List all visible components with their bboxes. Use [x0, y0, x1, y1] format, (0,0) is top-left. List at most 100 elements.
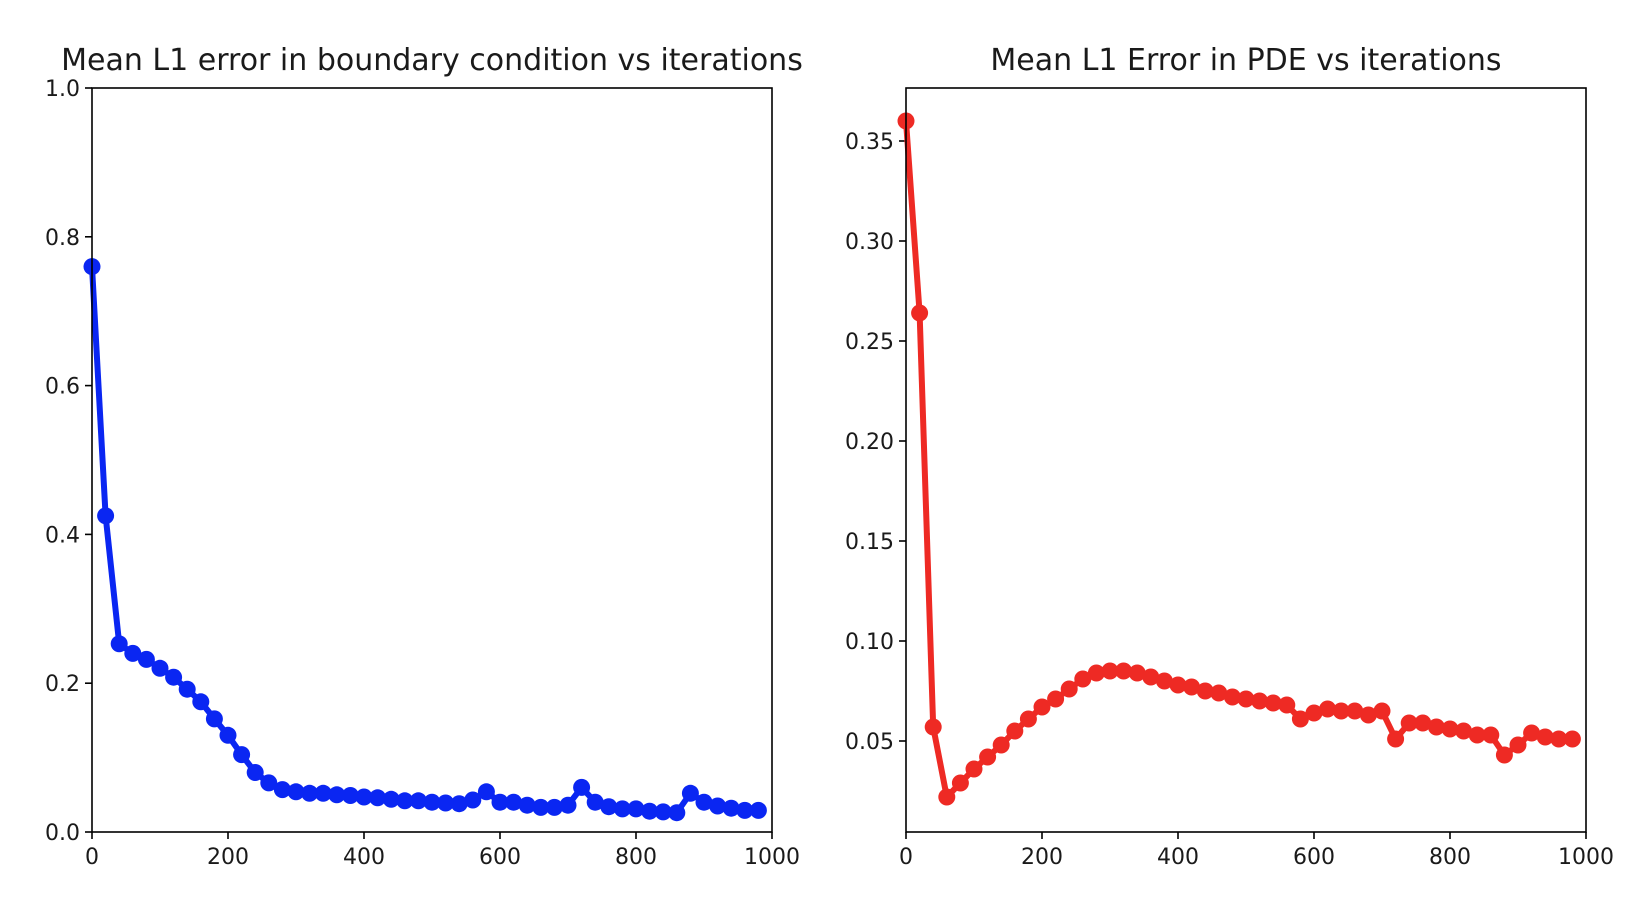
data-point	[287, 783, 305, 801]
data-point	[1142, 668, 1160, 686]
data-point	[668, 804, 686, 822]
data-point	[722, 799, 740, 817]
data-point	[1441, 720, 1459, 738]
chart-boundary-error: Mean L1 error in boundary condition vs i…	[45, 43, 803, 870]
data-point	[1087, 664, 1105, 682]
chart-title: Mean L1 Error in PDE vs iterations	[990, 43, 1501, 78]
data-point	[1169, 676, 1187, 694]
x-tick-label: 200	[1021, 845, 1063, 870]
data-point	[938, 788, 956, 806]
data-point	[1264, 694, 1282, 712]
x-tick-label: 800	[1429, 845, 1471, 870]
data-point	[1291, 710, 1309, 728]
data-point	[110, 635, 128, 653]
data-point	[911, 304, 929, 322]
data-point	[328, 786, 346, 804]
data-point	[1346, 702, 1364, 720]
x-tick-label: 0	[899, 845, 913, 870]
data-point	[1400, 714, 1418, 732]
data-point	[965, 760, 983, 778]
data-point	[477, 783, 495, 801]
data-point	[1332, 702, 1350, 720]
data-point	[1115, 662, 1133, 680]
data-point	[382, 790, 400, 808]
axes-frame	[91, 87, 773, 833]
chart-title: Mean L1 error in boundary condition vs i…	[61, 43, 803, 78]
data-point	[1509, 736, 1527, 754]
data-point	[1359, 706, 1377, 724]
y-axis: 0.05 0.10 0.15 0.20 0.25 0.30 0.35	[845, 130, 906, 755]
data-point	[600, 798, 618, 816]
axes-frame	[905, 87, 1587, 833]
y-tick-label: 0.35	[845, 130, 894, 155]
data-point	[559, 796, 577, 814]
plot-area	[897, 112, 1581, 806]
series-line	[89, 263, 762, 816]
data-point	[951, 774, 969, 792]
data-point	[464, 791, 482, 809]
data-point	[97, 507, 115, 525]
data-point	[1523, 724, 1541, 742]
data-point	[641, 802, 659, 820]
y-tick-label: 0.8	[45, 226, 80, 251]
data-point	[192, 693, 210, 711]
data-point	[654, 803, 672, 821]
data-point	[409, 792, 427, 810]
data-point	[586, 793, 604, 811]
data-point	[573, 778, 591, 796]
data-point	[1006, 722, 1024, 740]
data-point	[1563, 730, 1581, 748]
y-tick-label: 1.0	[45, 77, 80, 102]
data-point	[979, 748, 997, 766]
data-point	[151, 659, 169, 677]
data-point	[450, 795, 468, 813]
data-point	[341, 787, 359, 804]
data-point	[736, 801, 754, 819]
data-point	[1196, 682, 1214, 700]
y-tick-label: 0.25	[845, 330, 894, 355]
data-point	[709, 797, 727, 815]
data-point	[681, 784, 699, 802]
data-point	[1033, 698, 1051, 716]
data-point	[505, 793, 523, 811]
data-point	[491, 793, 509, 811]
y-tick-label: 0.0	[45, 821, 80, 846]
data-point	[627, 800, 645, 818]
data-point	[1278, 696, 1296, 714]
data-point	[1536, 728, 1554, 746]
data-point	[423, 793, 441, 811]
data-point	[613, 800, 631, 818]
data-point	[532, 798, 550, 816]
data-point	[1210, 684, 1228, 702]
data-point	[1019, 710, 1037, 728]
data-point	[924, 718, 942, 736]
data-point	[695, 793, 713, 811]
data-point	[124, 644, 142, 662]
x-tick-label: 600	[479, 845, 521, 870]
data-point	[165, 668, 183, 686]
data-point	[1305, 704, 1323, 722]
data-point	[1482, 726, 1500, 744]
data-point	[1183, 678, 1201, 696]
data-point	[1495, 746, 1513, 764]
y-tick-label: 0.4	[45, 523, 80, 548]
data-point	[369, 789, 387, 807]
y-tick-label: 0.20	[845, 430, 894, 455]
x-tick-label: 1000	[744, 845, 800, 870]
y-axis: 0.0 0.2 0.4 0.6 0.8 1.0	[45, 77, 92, 846]
x-tick-label: 600	[1293, 845, 1335, 870]
data-point	[1319, 700, 1337, 718]
data-point	[1468, 726, 1486, 744]
y-tick-label: 0.2	[45, 672, 80, 697]
data-point	[178, 680, 196, 698]
data-point	[1223, 688, 1241, 706]
data-point	[314, 784, 332, 802]
data-point	[219, 726, 237, 744]
data-point	[1550, 730, 1568, 748]
x-axis: 0 200 400 600 800 1000	[85, 832, 800, 870]
data-point	[1455, 722, 1473, 740]
data-point	[992, 736, 1010, 754]
data-point	[1237, 690, 1255, 708]
data-point	[1414, 714, 1432, 732]
